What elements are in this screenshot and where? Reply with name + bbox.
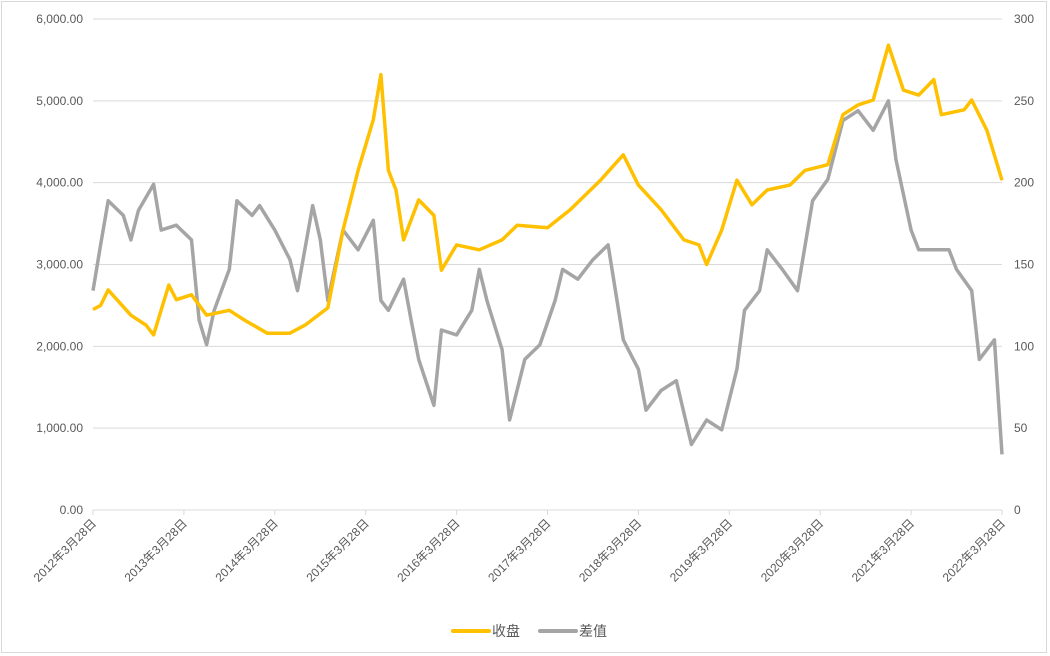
x-axis: 2012年3月28日 2013年3月28日 2014年3月28日 2015年3月28日… <box>31 509 1008 585</box>
y2-tick-label: 200 <box>1014 176 1034 190</box>
x-tick-label: 2022年3月28日 <box>940 516 1008 584</box>
y-tick-label: 2,000.00 <box>36 339 83 353</box>
gridlines <box>93 18 1002 429</box>
x-tick-label: 2013年3月28日 <box>122 516 190 584</box>
series-line-0 <box>92 43 1004 337</box>
y2-tick-label: 150 <box>1014 258 1034 272</box>
legend-label-1: 差值 <box>579 623 607 639</box>
x-tick-label: 2019年3月28日 <box>667 516 735 584</box>
series-lines <box>91 43 1004 455</box>
x-tick-label: 2012年3月28日 <box>31 516 99 584</box>
x-tick-label: 2015年3月28日 <box>303 516 371 584</box>
x-tick-label: 2021年3月28日 <box>849 516 917 584</box>
y2-tick-label: 50 <box>1014 421 1028 435</box>
x-tick-label: 2018年3月28日 <box>576 516 644 584</box>
legend: 收盘 差值 <box>451 623 607 639</box>
y2-tick-label: 250 <box>1014 94 1034 108</box>
y-tick-label: 6,000.00 <box>36 12 83 26</box>
y-tick-label: 4,000.00 <box>36 176 83 190</box>
y-tick-label: 5,000.00 <box>36 94 83 108</box>
y2-tick-label: 300 <box>1014 12 1034 26</box>
x-tick-label: 2020年3月28日 <box>758 516 826 584</box>
y-tick-label: 1,000.00 <box>36 421 83 435</box>
left-axis-ticks: 0.00 1,000.00 2,000.00 3,000.00 4,000.00 5,00… <box>36 12 83 517</box>
legend-label-0: 收盘 <box>492 623 520 639</box>
x-tick-label: 2014年3月28日 <box>213 516 281 584</box>
x-tick-label: 2016年3月28日 <box>394 516 462 584</box>
x-tick-label: 2017年3月28日 <box>485 516 553 584</box>
y-tick-label: 0.00 <box>60 503 84 517</box>
right-axis-ticks: 0 50 100 150 200 250 300 <box>1014 12 1034 517</box>
y2-tick-label: 100 <box>1014 339 1034 353</box>
y-tick-label: 3,000.00 <box>36 258 83 272</box>
series-line-1 <box>91 99 1004 455</box>
y2-tick-label: 0 <box>1014 503 1021 517</box>
